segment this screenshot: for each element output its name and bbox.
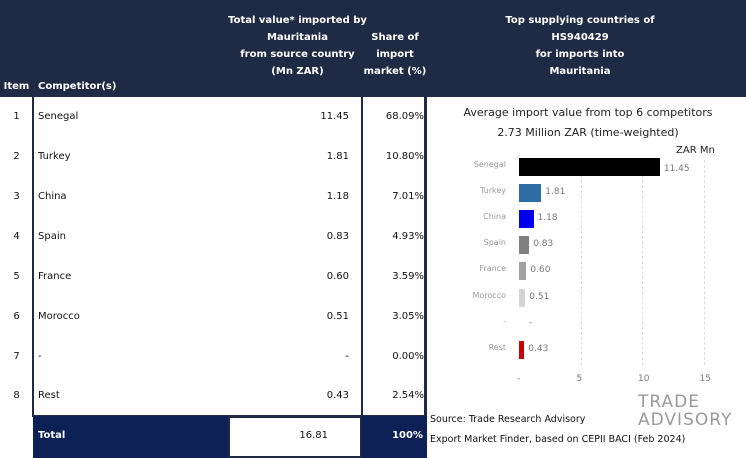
table-row: 5 France 0.60 3.59% [0,257,427,297]
table-row: 2 Turkey 1.81 10.80% [0,137,427,177]
row-item: 2 [13,151,20,162]
row-competitor: - [38,351,42,362]
bar-value-label: 0.51 [529,291,550,302]
bar-value-label: 0.60 [530,265,551,276]
table-row: 1 Senegal 11.45 68.09% [0,97,427,137]
category-label: Turkey [479,186,506,196]
table-row: 6 Morocco 0.51 3.05% [0,297,427,337]
bar-value-label: - [529,317,533,328]
source-line-1: Source: Trade Research Advisory [430,414,586,425]
bar-value-label: 1.18 [537,213,558,224]
bar [519,340,525,359]
bar-value-label: 0.83 [533,239,554,250]
row-value: 1.81 [326,151,349,162]
category-label: Rest [488,342,506,352]
gridline [642,160,643,365]
category-label: Morocco [472,290,507,300]
category-label: France [479,264,506,274]
row-item: 5 [13,271,20,282]
row-share: 2.54% [392,390,424,401]
row-competitor: China [38,191,67,202]
total-share-cell: 100% [362,416,427,458]
x-tick-label: 10 [638,374,650,384]
gridline [580,160,582,365]
row-value: 0.83 [326,231,349,242]
row-item: 4 [13,231,20,242]
category-label: Senegal [473,160,506,169]
row-item: 8 [13,390,20,401]
row-value: 0.60 [326,271,349,282]
table-row: 7 - - 0.00% [0,337,427,377]
category-label: China [483,212,506,222]
row-competitor: Rest [38,390,60,401]
total-label: Total [38,430,66,441]
table-border-share-left [361,97,363,417]
bar [519,236,530,255]
category-label: Spain [483,238,506,248]
row-item: 1 [13,111,20,122]
source-line-2: Export Market Finder, based on CEPII BAC… [430,434,686,445]
x-tick-label: 15 [699,374,711,384]
row-item: 3 [13,191,20,202]
bar [519,262,527,281]
table-row: 4 Spain 0.83 4.93% [0,217,427,257]
chart-subtitle: 2.73 Million ZAR (time-weighted) [497,126,679,139]
bar [519,158,660,176]
row-competitor: France [38,271,72,282]
row-value: 0.51 [326,311,349,322]
row-share: 0.00% [392,351,424,362]
row-competitor: Morocco [38,311,80,322]
header-chart: Top supplying countries of HS940429 for … [505,15,655,77]
header-value: Total value* imported by Mauritania from… [228,15,367,77]
row-competitor: Turkey [38,151,71,162]
trade-advisory-logo: TRADE ADVISORY [638,392,733,430]
row-share: 7.01% [392,191,424,202]
gridline [703,160,705,365]
header-share: Share of import market (%) [363,32,427,77]
total-share: 100% [392,430,423,441]
category-label: - [503,316,506,326]
table-row: 8 Rest 0.43 2.54% [0,376,427,416]
row-competitor: Senegal [38,111,79,122]
table-border-left [32,97,34,417]
chart-title: Average import value from top 6 competit… [463,106,713,119]
bar-value-label: 11.45 [663,164,690,174]
table-border-share-right [424,97,427,417]
header-item: Item [3,81,30,92]
total-value-cell: 16.81 [228,416,362,458]
x-tick-label: 5 [576,374,583,384]
total-label-cell: Total [33,416,228,458]
row-value: 1.18 [326,191,349,202]
total-value: 16.81 [299,430,328,441]
row-competitor: Spain [38,231,66,242]
row-share: 68.09% [385,111,424,122]
row-value: 0.43 [326,390,349,401]
chart-unit-label: ZAR Mn [676,145,715,156]
row-share: 3.05% [392,311,424,322]
bar [519,184,542,203]
row-share: 3.59% [392,271,424,282]
bar-value-label: 0.43 [528,343,549,354]
row-share: 10.80% [385,151,424,162]
table-row: 3 China 1.18 7.01% [0,177,427,217]
bar [519,288,526,307]
row-item: 6 [13,311,20,322]
table-header: Item Competitor(s) Total value* imported… [0,0,746,97]
row-share: 4.93% [392,231,424,242]
bar-value-label: 1.81 [545,187,566,198]
header-competitor: Competitor(s) [38,81,117,92]
x-tick-label: - [517,374,521,384]
row-item: 7 [13,351,20,362]
row-value: - [345,351,349,362]
row-value: 11.45 [320,111,349,122]
bar [519,210,534,229]
